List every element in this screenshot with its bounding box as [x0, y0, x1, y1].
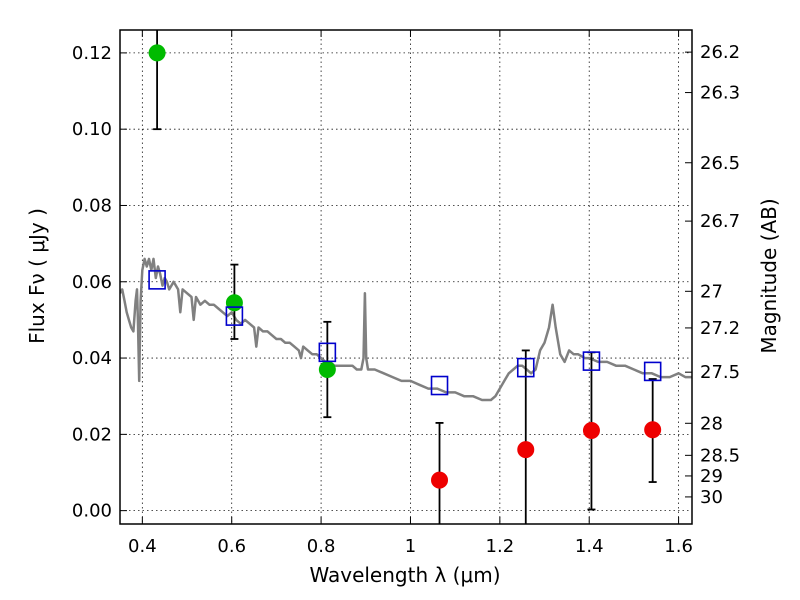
y2-tick-label: 29: [700, 466, 723, 487]
x-axis-title: Wavelength λ (μm): [309, 563, 500, 587]
observed-flux-point: [517, 441, 535, 459]
x-tick-label: 1: [405, 536, 416, 557]
tick-labels: 0.4 0.6 0.8 1 1.2 1.4 1.6 0.00 0.02 0.04 0.06 0.08 0…: [72, 42, 740, 557]
y-tick-label: 0.12: [72, 43, 112, 64]
x-tick-label: 0.4: [128, 536, 157, 557]
x-tick-label: 1.4: [575, 536, 604, 557]
y-tick-label: 0.00: [72, 501, 112, 522]
x-tick-label: 0.6: [217, 536, 246, 557]
y2-tick-label: 28: [700, 413, 723, 434]
x-tick-label: 1.6: [664, 536, 693, 557]
model-flux-square: [582, 351, 601, 371]
model-flux-square: [643, 361, 662, 382]
y-tick-label: 0.04: [72, 348, 112, 369]
x-tick-label: 0.8: [307, 536, 336, 557]
y2-tick-label: 26.3: [700, 83, 740, 104]
y-tick-label: 0.10: [72, 119, 112, 140]
observed-flux-point: [582, 422, 600, 440]
y2-tick-label: 28.5: [700, 445, 740, 466]
y2-tick-label: 26.5: [700, 153, 740, 174]
y2-axis-title: Magnitude (AB): [757, 198, 781, 353]
y-tick-label: 0.06: [72, 272, 112, 293]
observed-flux-point: [148, 44, 166, 62]
observed-flux-point: [225, 294, 243, 312]
sed-model-line: [120, 257, 692, 402]
observed-flux-point: [431, 471, 449, 489]
x-tick-label: 1.2: [486, 536, 515, 557]
tick-marks: [120, 30, 692, 524]
model-flux-square: [430, 375, 449, 396]
y2-tick-label: 26.2: [700, 42, 740, 63]
y-tick-label: 0.08: [72, 195, 112, 216]
model-flux-square: [318, 342, 337, 363]
y2-tick-label: 26.7: [700, 211, 740, 232]
y2-tick-label: 30: [700, 487, 723, 508]
y2-tick-label: 27.2: [700, 318, 740, 339]
observed-flux-point: [318, 361, 336, 379]
y-axis-title: Flux Fν ( μJy ): [25, 208, 49, 344]
error-bar-layer: [153, 30, 657, 524]
model-flux-square: [148, 270, 166, 290]
observed-flux-point: [644, 421, 662, 439]
data-point-layer: [148, 44, 662, 489]
y2-tick-label: 27.5: [700, 362, 740, 383]
y2-tick-label: 27: [700, 281, 723, 302]
plot-frame: [119, 29, 693, 525]
sed-line-layer: [120, 257, 692, 402]
y-tick-label: 0.02: [72, 424, 112, 445]
model-flux-square: [516, 357, 535, 378]
grid: [120, 30, 692, 524]
model-flux-square: [225, 306, 244, 326]
